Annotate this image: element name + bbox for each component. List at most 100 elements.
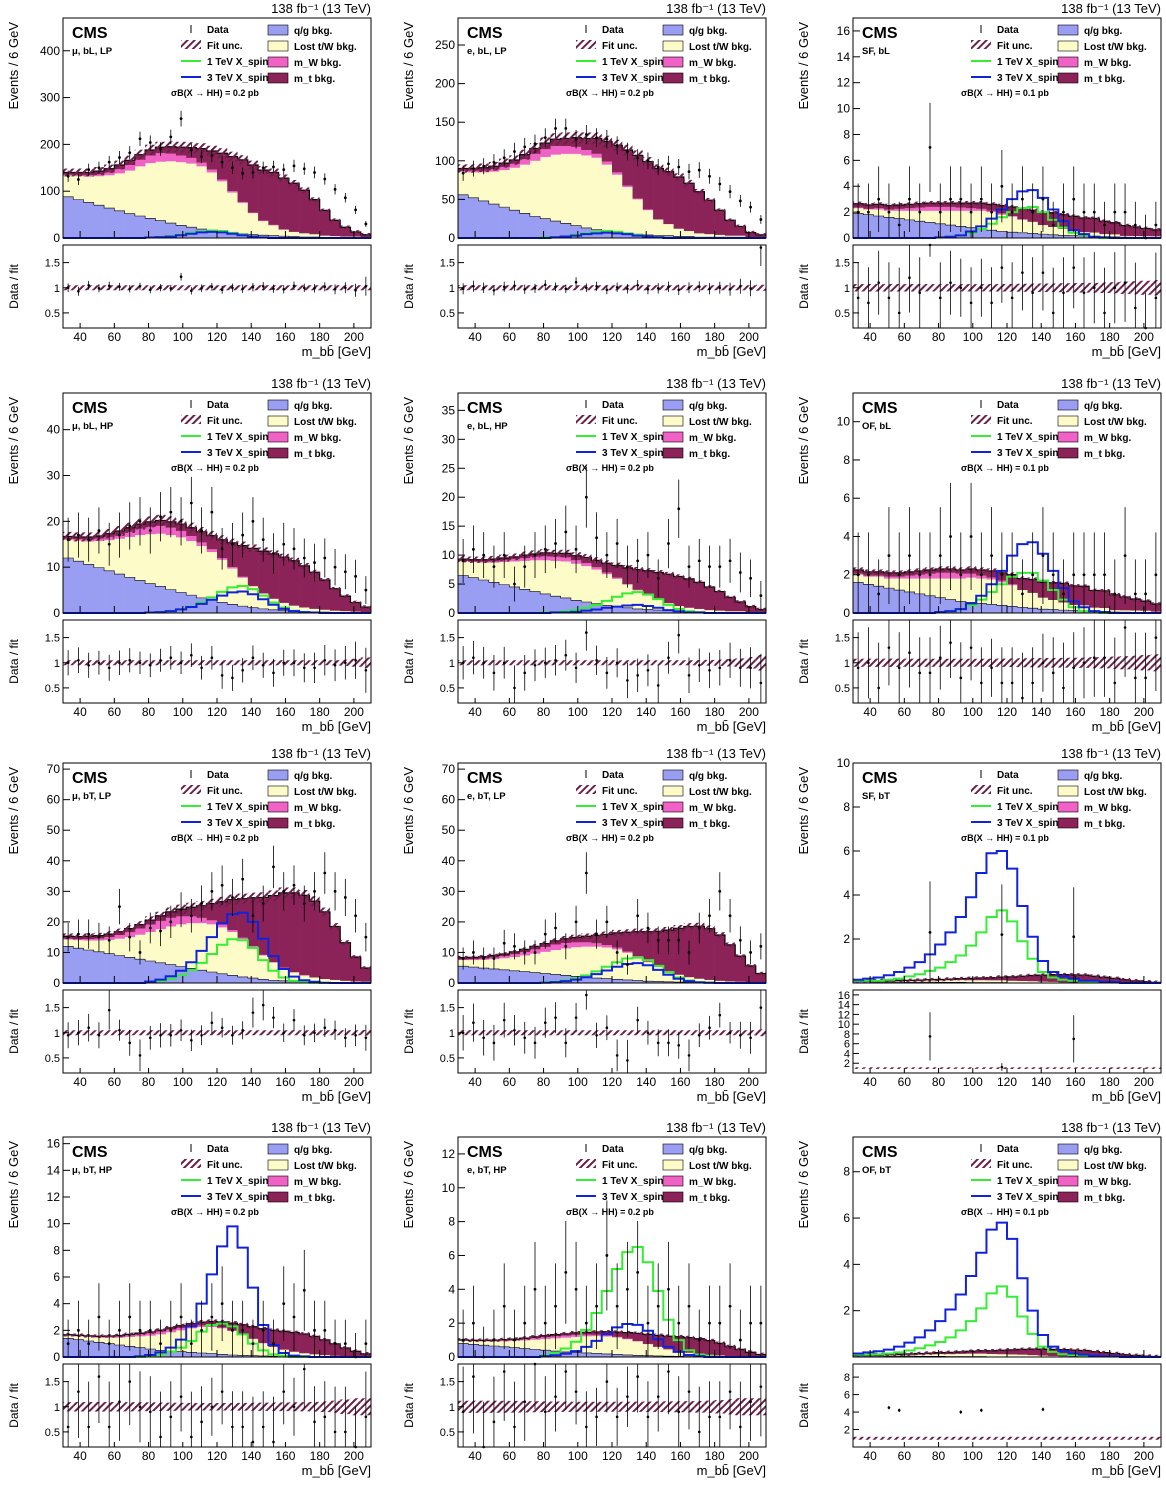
lost-tw-bkg-bar [279, 230, 290, 237]
lost-tw-bkg-bar [966, 1354, 977, 1357]
qg-bkg-bar [135, 580, 146, 613]
ratio-point [324, 285, 327, 288]
legend-unc-label: Fit unc. [207, 416, 243, 427]
legend-sig1-label: 1 TeV X_spin-0 [602, 802, 673, 813]
data-point [334, 1342, 337, 1345]
ratio-point [262, 285, 265, 288]
mt-bkg-bar [735, 956, 746, 982]
legend-mw-icon [268, 802, 288, 812]
legend-qg-label: q/g bkg. [689, 26, 728, 37]
y-tick-label: 20 [442, 490, 456, 504]
ratio-y-tick-label: 1 [844, 283, 850, 295]
y-tick-label: 6 [448, 1248, 455, 1262]
x-axis-label: m_bb̄ [GeV] [697, 1089, 766, 1104]
ratio-unc-band [1110, 1067, 1120, 1069]
qg-bkg-bar [489, 204, 500, 238]
ratio-point [544, 283, 547, 286]
data-point [313, 890, 316, 893]
data-point [605, 554, 608, 557]
legend-sig3-label: 3 TeV X_spin-0 [207, 448, 278, 459]
lost-tw-bkg-bar [663, 224, 674, 236]
mt-bkg-bar [238, 160, 249, 202]
x-axis-label: m_bb̄ [GeV] [1092, 344, 1161, 359]
ratio-point [677, 634, 680, 637]
data-point [729, 190, 732, 193]
ratio-point [1093, 286, 1096, 289]
qg-bkg-bar [63, 946, 74, 983]
legend-lost-icon [268, 41, 288, 51]
legend-unc-label: Fit unc. [602, 416, 638, 427]
fit-unc-band [997, 1349, 1007, 1353]
data-point [282, 1302, 285, 1305]
x-tick-label: 140 [241, 330, 261, 344]
legend-mt-label: m_t bkg. [294, 74, 335, 85]
ratio-unc-band [1028, 1437, 1038, 1440]
ratio-y-axis-label: Data / fit [797, 638, 811, 683]
legend-qg-icon [268, 770, 288, 780]
fit-unc-band [1089, 1350, 1099, 1354]
legend-unc-label: Fit unc. [602, 1160, 638, 1171]
ratio-point [575, 1390, 578, 1393]
data-point [605, 920, 608, 923]
data-point [677, 939, 680, 942]
ratio-unc-band [935, 1067, 945, 1069]
data-point [729, 559, 732, 562]
lost-tw-bkg-bar [612, 175, 623, 233]
data-point [759, 945, 762, 948]
ratio-point [272, 672, 275, 675]
legend-lost-icon [663, 1160, 683, 1170]
ratio-unc-band [966, 1067, 976, 1069]
ratio-point [221, 674, 224, 677]
legend-lost-icon [268, 416, 288, 426]
data-point [241, 878, 244, 881]
ratio-point [749, 1036, 752, 1039]
x-axis-label: m_bb̄ [GeV] [697, 719, 766, 734]
y-tick-label: 0 [448, 231, 455, 245]
ratio-point [719, 286, 722, 289]
ratio-point [344, 661, 347, 664]
lost-tw-bkg-bar [309, 234, 320, 237]
qg-bkg-bar [84, 950, 95, 983]
data-point [564, 1271, 567, 1274]
data-point [1134, 592, 1137, 595]
y-tick-label: 4 [843, 1257, 850, 1271]
data-point [221, 547, 224, 550]
fit-unc-band [1099, 1351, 1109, 1355]
ratio-point [462, 1410, 465, 1413]
ratio-point [1011, 297, 1014, 300]
legend-qg-icon [1058, 770, 1078, 780]
x-tick-label: 160 [1065, 1449, 1085, 1463]
xsec-label: σB(X → HH) = 0.2 pb [566, 463, 654, 473]
mw-bkg-bar [176, 156, 187, 163]
x-tick-label: 120 [207, 1449, 227, 1463]
data-point [667, 1288, 670, 1291]
data-point [1113, 211, 1116, 214]
data-point [272, 165, 275, 168]
x-tick-label: 60 [898, 330, 912, 344]
cms-label: CMS [72, 400, 108, 417]
y-tick-label: 70 [47, 762, 61, 776]
lost-tw-bkg-bar [196, 546, 207, 598]
qg-bkg-bar [550, 596, 561, 613]
qg-bkg-bar [479, 968, 490, 983]
data-point [139, 520, 142, 523]
qg-bkg-bar [135, 216, 146, 238]
fit-unc-band [1028, 974, 1038, 978]
ratio-point [1083, 291, 1086, 294]
ratio-unc-band [1120, 1437, 1130, 1440]
data-point [554, 542, 557, 545]
ratio-y-tick-label: 1.5 [440, 258, 455, 270]
ratio-point [534, 287, 537, 290]
data-point [949, 535, 952, 538]
data-point [605, 138, 608, 141]
data-point [554, 1305, 557, 1308]
y-tick-label: 0 [448, 1350, 455, 1364]
mw-bkg-bar [227, 191, 238, 192]
data-point [585, 133, 588, 136]
ratio-point [990, 666, 993, 669]
mw-bkg-bar [227, 930, 238, 932]
mt-bkg-bar [725, 945, 736, 982]
mt-bkg-bar [674, 177, 685, 229]
